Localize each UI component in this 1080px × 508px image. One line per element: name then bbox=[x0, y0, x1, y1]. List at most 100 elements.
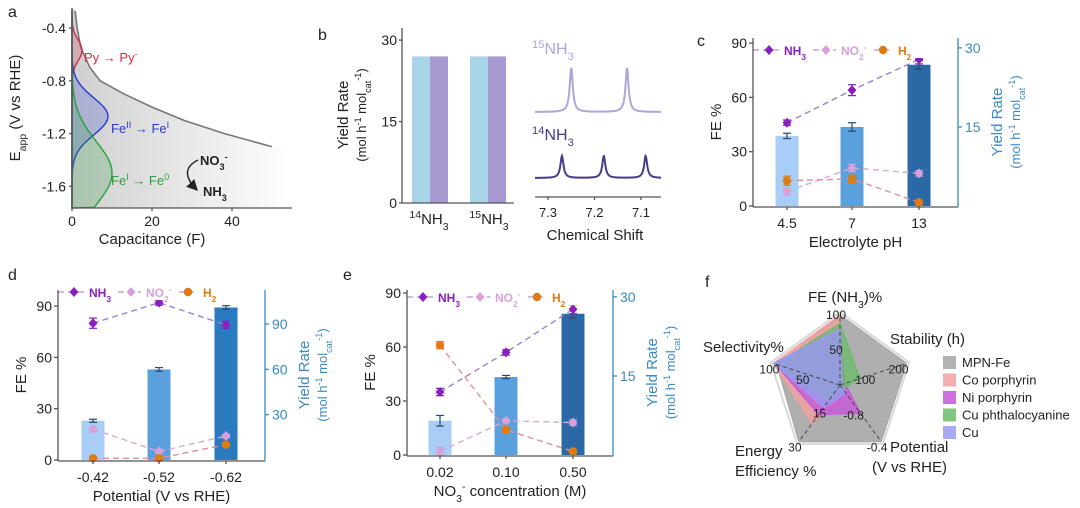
x-axis-label: Chemical Shift bbox=[547, 227, 645, 244]
no2-marker bbox=[847, 162, 857, 173]
yield-bar bbox=[428, 420, 452, 455]
x-axis-label: NO3- concentration (M) bbox=[434, 481, 587, 505]
no2-marker bbox=[475, 292, 485, 302]
legend-bg bbox=[141, 284, 179, 300]
legend-swatch bbox=[943, 391, 956, 404]
bar bbox=[488, 56, 506, 203]
h2-marker bbox=[501, 425, 511, 434]
y-tick-label: 90 bbox=[36, 298, 52, 314]
peak-label: Py → Py- bbox=[84, 49, 138, 65]
reactant-label: NO3- bbox=[200, 152, 228, 172]
y-tick-label: 0 bbox=[389, 195, 397, 211]
x-tick-label: 0.02 bbox=[426, 464, 453, 480]
series-line bbox=[92, 301, 227, 326]
no2-marker bbox=[221, 431, 231, 442]
x-tick-label: -0.52 bbox=[143, 469, 175, 485]
panel-label: e bbox=[343, 267, 352, 284]
x-tick-label: 15NH3 bbox=[469, 209, 508, 233]
legend-swatch bbox=[943, 408, 956, 422]
y-tick-label: 15 bbox=[381, 114, 397, 130]
y-tick-label: -0.8 bbox=[42, 73, 66, 89]
x-tick-label: 4.5 bbox=[777, 215, 797, 231]
nh3-marker bbox=[418, 292, 428, 302]
right-axis-unit: (mol h-1 molcat-1) bbox=[314, 328, 334, 421]
panel-a: Py → Py- FeII → FeI FeI → Fe0 NO3- NH3 0 20 40 -… bbox=[7, 8, 292, 248]
h2-marker bbox=[435, 341, 445, 350]
x-tick-label: 0 bbox=[68, 213, 76, 229]
legend-label: MPN-Fe bbox=[962, 355, 1010, 370]
panel-label: a bbox=[8, 4, 17, 21]
y-axis-label: FE % bbox=[708, 104, 725, 141]
no2-marker bbox=[821, 45, 831, 55]
radar-tick-label: 15 bbox=[813, 407, 827, 421]
legend-label: NO2- bbox=[841, 42, 867, 62]
legend-label: NO2- bbox=[495, 289, 521, 309]
y-tick-label: 60 bbox=[731, 89, 747, 105]
y-axis-label: FE % bbox=[13, 357, 30, 394]
legend-bg bbox=[547, 289, 585, 305]
radar-tick-label: 100 bbox=[855, 373, 875, 387]
radar-axis-label: Selectivity% bbox=[703, 339, 784, 356]
panel-label: f bbox=[705, 274, 710, 291]
nh3-marker bbox=[435, 387, 445, 397]
radar-spoke bbox=[798, 384, 841, 442]
bar bbox=[430, 56, 448, 203]
legend-label: Cu phthalocyanine bbox=[962, 408, 1070, 423]
series-line bbox=[439, 344, 574, 453]
series-line bbox=[92, 428, 227, 453]
x-tick-label: -0.42 bbox=[77, 469, 109, 485]
x-tick-label: 14NH3 bbox=[409, 209, 448, 233]
h2-marker bbox=[878, 45, 888, 55]
peak-label: FeI → Fe0 bbox=[111, 172, 169, 188]
x-tick-label: 7.1 bbox=[632, 205, 650, 220]
legend-bg bbox=[84, 284, 118, 300]
x-axis-label: Potential (V vs RHE) bbox=[93, 488, 231, 505]
legend-label: Cu bbox=[962, 425, 979, 440]
series-line bbox=[439, 308, 574, 393]
y-axis-label: Eapp (V vs RHE) bbox=[7, 55, 29, 162]
yield-bar bbox=[147, 369, 171, 460]
no2-marker bbox=[501, 415, 511, 426]
product-label: NH3 bbox=[203, 184, 227, 203]
right-axis-label: Yield Rate bbox=[644, 338, 661, 407]
radar-axis-label: Stability (h) bbox=[890, 331, 965, 348]
right-tick-label: 15 bbox=[965, 119, 981, 135]
x-tick-label: 7.3 bbox=[539, 205, 557, 220]
yield-bar bbox=[214, 307, 238, 460]
radar-axis-label: Efficiency % bbox=[735, 463, 816, 480]
no2-marker bbox=[154, 446, 164, 457]
x-tick-label: 7 bbox=[848, 215, 856, 231]
nh3-marker bbox=[847, 85, 857, 96]
yield-bar bbox=[907, 64, 931, 206]
nmr-spectrum bbox=[534, 152, 662, 179]
radar-tick-label: 200 bbox=[889, 362, 909, 376]
radar-spoke bbox=[839, 362, 907, 386]
x-tick-label: 0.10 bbox=[492, 464, 519, 480]
panel-c: NH3 NO2- H2 0 30 60 90 15 30 4.5 7 13 Electrolyte pH… bbox=[708, 35, 1027, 251]
nh3-marker bbox=[88, 318, 98, 329]
h2-marker bbox=[914, 198, 924, 207]
radar-tick-label: -0.8 bbox=[843, 408, 864, 422]
reaction-arrow bbox=[186, 159, 199, 192]
legend-swatch bbox=[943, 356, 956, 369]
legend-swatch bbox=[943, 373, 956, 387]
no2-marker bbox=[126, 287, 136, 297]
right-axis-unit: (mol h-1 molcat-1) bbox=[1007, 75, 1027, 168]
y-tick-label: 0 bbox=[739, 198, 747, 214]
legend-bg bbox=[433, 289, 467, 305]
legend-label: NO2- bbox=[146, 284, 172, 304]
capacitance-curve bbox=[74, 10, 273, 148]
right-tick-label: 30 bbox=[272, 407, 288, 423]
y-tick-label: 60 bbox=[385, 339, 401, 355]
x-tick-label: 7.2 bbox=[585, 205, 603, 220]
right-axis-unit: (mol h-1 molcat-1) bbox=[662, 326, 682, 419]
nmr-spectrum bbox=[534, 67, 662, 113]
peak-label: FeII → FeI bbox=[111, 120, 169, 136]
nh3-marker bbox=[221, 319, 231, 330]
legend-label: NH3 bbox=[89, 286, 111, 304]
nh3-marker bbox=[568, 304, 578, 315]
y-tick-label: -1.2 bbox=[42, 126, 66, 142]
legend-label: H2 bbox=[898, 44, 912, 62]
legend-bg bbox=[893, 42, 931, 58]
legend-label: NH3 bbox=[784, 44, 806, 62]
